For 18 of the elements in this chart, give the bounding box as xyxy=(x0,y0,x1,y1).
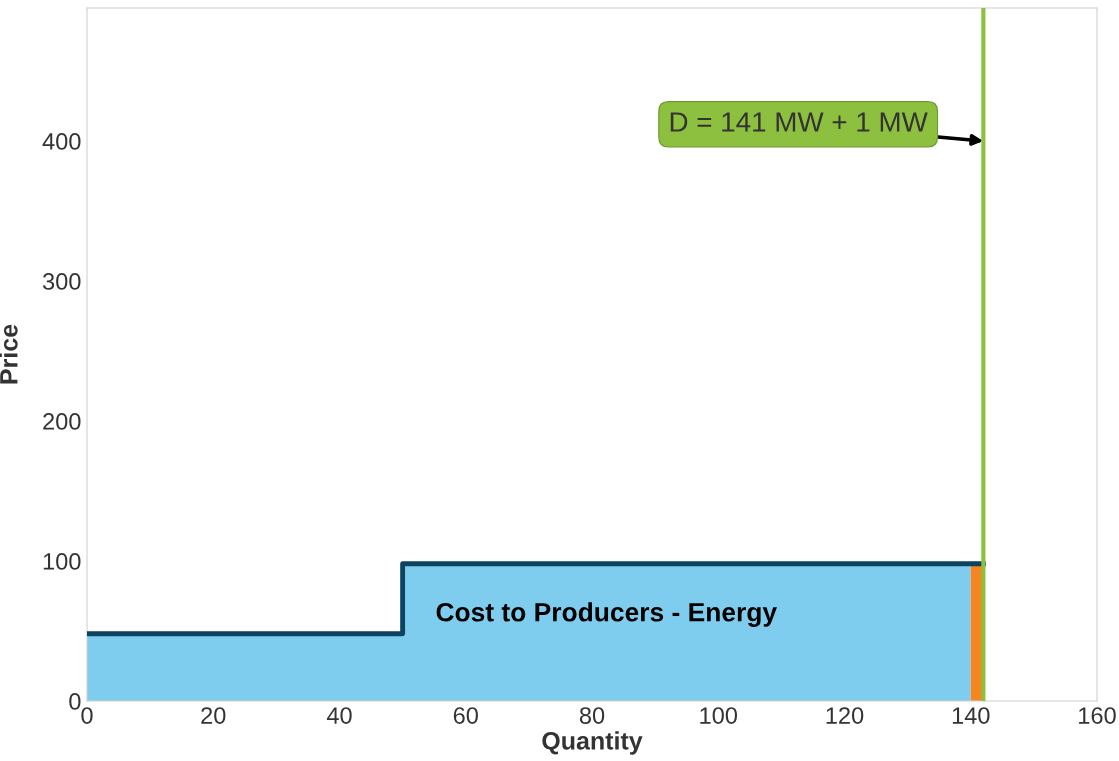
x-tick-label: 100 xyxy=(700,707,738,724)
y-tick-label: 400 xyxy=(42,133,81,150)
y-tick-label: 200 xyxy=(43,413,81,430)
x-tick-label: 140 xyxy=(952,707,990,724)
y-tick-label: 300 xyxy=(42,273,81,290)
x-axis-title: Quantity xyxy=(542,731,643,755)
x-tick-label: 0 xyxy=(81,707,93,724)
y-tick-label: 0 xyxy=(69,693,81,710)
x-tick-label: 40 xyxy=(326,707,352,724)
y-tick-label: 100 xyxy=(43,553,81,570)
y-axis-title: Price xyxy=(0,324,18,384)
x-tick-label: 160 xyxy=(1079,707,1116,724)
x-tick-label: 120 xyxy=(826,707,864,724)
x-tick-label: 20 xyxy=(201,707,226,724)
x-tick-label: 80 xyxy=(579,707,605,724)
annotation: Cost to Producers - Energy xyxy=(436,602,777,627)
annotation: D = 141 MW + 1 MW xyxy=(670,112,928,132)
x-tick-label: 60 xyxy=(453,707,478,724)
